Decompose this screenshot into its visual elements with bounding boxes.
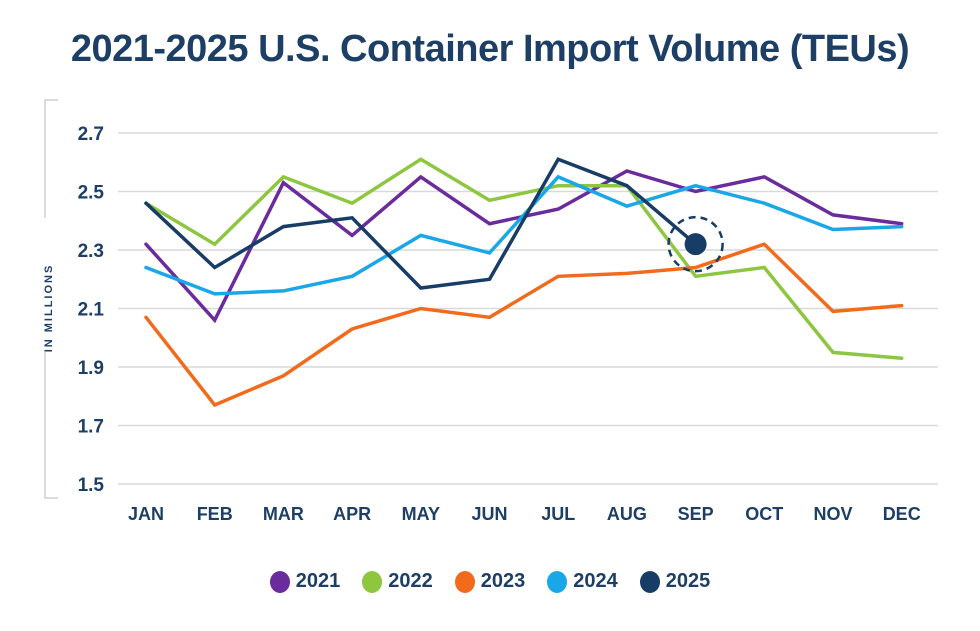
x-tick-label: NOV [813, 504, 852, 524]
series-line-2023 [144, 242, 904, 408]
gridlines [118, 132, 938, 485]
series-lines [144, 157, 904, 408]
y-tick-label: 2.3 [78, 241, 104, 262]
x-tick-label: JUN [471, 504, 507, 524]
legend-item-2022: 2022 [362, 570, 433, 593]
highlight-ring [667, 215, 724, 273]
series-line-2025 [144, 157, 698, 290]
x-tick-label: MAY [402, 504, 440, 524]
y-axis-label: IN MILLIONS [43, 264, 55, 353]
y-tick-label: 1.7 [78, 417, 104, 438]
series-line-2022 [144, 157, 904, 360]
legend-label: 2024 [573, 570, 618, 592]
x-tick-label: APR [333, 504, 371, 524]
line-chart: 2.7 2.5 2.3 2.1 1.9 1.7 1.5 JAN FEB MAR APR MAY JUN… [43, 99, 938, 524]
annotations [667, 215, 724, 273]
x-tick-label: MAR [263, 504, 304, 524]
x-tick-label: OCT [745, 504, 783, 524]
y-axis-bracket [44, 99, 58, 499]
x-tick-label: FEB [197, 504, 233, 524]
series-line-2024 [144, 174, 904, 296]
legend-label: 2021 [295, 570, 341, 592]
legend-swatch [547, 570, 568, 593]
x-tick-label: JUL [541, 504, 575, 524]
highlight-dot [684, 233, 707, 256]
legend-item-2025: 2025 [639, 570, 711, 593]
x-tick-label: DEC [883, 504, 921, 524]
x-tick-label: AUG [607, 504, 647, 524]
legend-label: 2022 [388, 570, 433, 592]
bracket-top [44, 99, 58, 218]
y-tick-label: 1.5 [78, 475, 105, 496]
legend: 2021 2022 2023 2024 2025 [0, 570, 980, 593]
legend-swatch [362, 570, 383, 593]
x-tick-label: JAN [128, 504, 164, 524]
y-tick-label: 2.1 [78, 300, 105, 321]
x-tick-labels: JAN FEB MAR APR MAY JUN JUL AUG SEP OCT NOV DEC [128, 504, 921, 524]
y-tick-label: 1.9 [78, 358, 104, 379]
y-tick-label: 2.5 [78, 183, 105, 204]
legend-label: 2025 [665, 570, 711, 592]
x-tick-label: SEP [678, 504, 714, 524]
legend-item-2021: 2021 [269, 570, 341, 593]
chart-title: 2021-2025 U.S. Container Import Volume (… [70, 28, 910, 70]
y-tick-label: 2.7 [78, 124, 104, 145]
legend-label: 2023 [480, 570, 526, 592]
legend-item-2024: 2024 [547, 570, 618, 593]
legend-swatch [639, 570, 660, 593]
legend-swatch [269, 570, 290, 593]
bracket-bottom [44, 352, 58, 499]
legend-item-2023: 2023 [454, 570, 526, 593]
legend-swatch [454, 570, 475, 593]
y-tick-labels: 2.7 2.5 2.3 2.1 1.9 1.7 1.5 [78, 124, 105, 496]
